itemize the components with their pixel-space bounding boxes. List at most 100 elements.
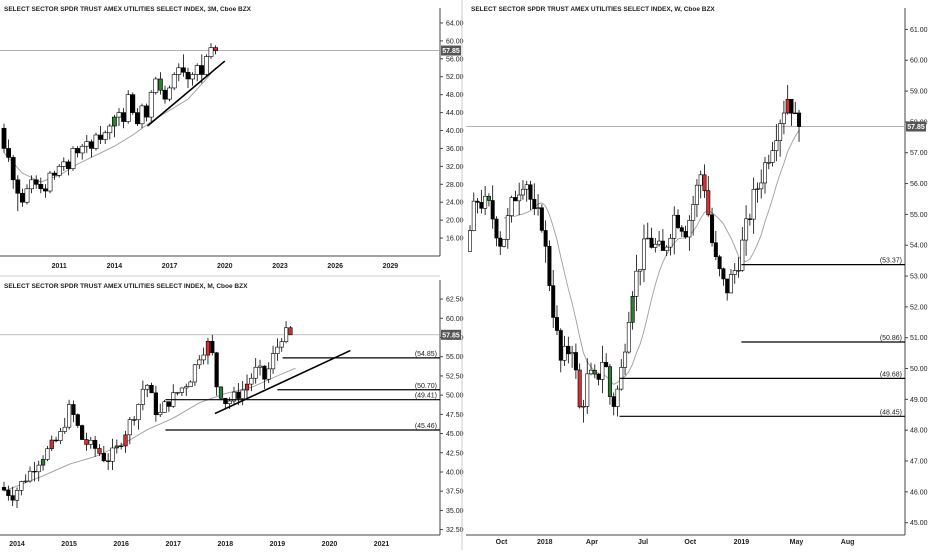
candle-body xyxy=(33,179,39,185)
candle-body xyxy=(766,162,771,164)
candle-body xyxy=(197,359,202,366)
y-tick-label: 52.00 xyxy=(446,74,464,81)
candle-body xyxy=(89,141,94,149)
candle-body xyxy=(88,439,93,445)
candle-body xyxy=(570,352,575,355)
candle-body xyxy=(19,192,25,203)
candle-body xyxy=(214,352,219,388)
candle-body xyxy=(645,237,650,240)
candle-body xyxy=(181,67,186,73)
y-tick-label: 35.00 xyxy=(446,508,464,515)
candle-body xyxy=(218,386,224,399)
candle-body xyxy=(240,389,245,399)
candle-body xyxy=(517,194,522,202)
y-tick-label: 53.00 xyxy=(910,274,928,281)
candle-body xyxy=(664,246,669,251)
candle-body xyxy=(61,161,67,167)
candle-body xyxy=(615,388,620,407)
panel-weekly-title: SELECT SECTOR SPDR TRUST AMEX UTILITIES … xyxy=(471,6,715,13)
candle-body xyxy=(577,369,582,408)
support-level-label: (50.70) xyxy=(415,383,437,390)
candle-body xyxy=(121,112,126,122)
candle-body xyxy=(227,400,232,404)
y-tick-label: 52.00 xyxy=(910,304,928,311)
candle-body xyxy=(539,207,544,231)
candle-body xyxy=(70,148,76,169)
candle-body xyxy=(119,445,124,447)
y-tick-label: 62.50 xyxy=(446,297,464,304)
candle-body xyxy=(106,460,111,462)
last-price-tag xyxy=(441,329,461,340)
candle-body xyxy=(486,195,491,201)
x-tick-label: Jul xyxy=(638,539,648,546)
candle-body xyxy=(770,150,775,163)
y-tick-label: 55.00 xyxy=(446,354,464,361)
x-tick-label: 2021 xyxy=(374,541,390,548)
y-tick-label: 36.00 xyxy=(446,146,464,153)
candle-body xyxy=(40,459,46,466)
candle-body xyxy=(581,406,586,408)
candle-body xyxy=(132,419,137,421)
y-tick-label: 60.00 xyxy=(446,316,464,323)
x-tick-label: 2017 xyxy=(165,541,181,548)
candle-body xyxy=(101,453,106,462)
moving-average-line xyxy=(3,367,296,492)
candle-body xyxy=(520,188,525,196)
candle-body xyxy=(543,230,548,247)
candle-body xyxy=(49,439,54,450)
candle-body xyxy=(634,270,639,297)
moving-average-line xyxy=(503,130,800,385)
candle-body xyxy=(179,387,185,393)
candle-body xyxy=(630,296,635,323)
candle-body xyxy=(509,197,514,216)
last-price-tag-label: 57.85 xyxy=(442,48,460,55)
candle-body xyxy=(736,270,741,272)
panel-3m: 64.00 60.00 56.00 52.00 48.00 44.00 40.00 36.00… xyxy=(0,8,464,270)
candle-body xyxy=(140,388,145,405)
y-tick-label: 52.50 xyxy=(446,373,464,380)
y-tick-label: 64.00 xyxy=(446,20,464,27)
candle-body xyxy=(257,365,263,368)
y-tick-label: 44.00 xyxy=(446,110,464,117)
candle-body xyxy=(611,396,616,407)
candle-body xyxy=(283,327,289,343)
x-tick-label: 2019 xyxy=(734,539,750,546)
support-level-label: (49.41) xyxy=(415,393,437,400)
candle-body xyxy=(144,105,149,118)
candle-body xyxy=(490,200,495,220)
candle-body xyxy=(98,134,103,140)
candle-body xyxy=(502,239,507,247)
candle-body xyxy=(175,392,180,394)
candle-body xyxy=(223,398,228,404)
candle-body xyxy=(660,240,665,251)
candle-body xyxy=(23,480,28,483)
candle-body xyxy=(205,340,211,356)
trendline xyxy=(147,60,226,127)
candle-body xyxy=(668,238,673,248)
candle-body xyxy=(201,354,206,361)
candle-body xyxy=(149,384,154,394)
candle-body xyxy=(494,218,499,239)
candle-body xyxy=(483,195,488,209)
candle-body xyxy=(93,439,98,449)
candle-body xyxy=(702,174,707,191)
y-tick-label: 48.00 xyxy=(910,428,928,435)
candle-body xyxy=(687,220,692,238)
y-tick-label: 48.00 xyxy=(446,92,464,99)
y-tick-label: 57.00 xyxy=(910,150,928,157)
candle-body xyxy=(1,487,7,491)
y-tick-label: 37.50 xyxy=(446,489,464,496)
candle-body xyxy=(93,134,99,149)
candle-body xyxy=(592,369,597,375)
candle-body xyxy=(275,346,280,354)
candle-body xyxy=(116,112,122,118)
y-tick-label: 47.00 xyxy=(910,459,928,466)
candle-body xyxy=(266,368,271,380)
candle-body xyxy=(136,404,141,421)
candle-body xyxy=(467,230,472,252)
y-tick-label: 56.00 xyxy=(910,181,928,188)
candle-body xyxy=(657,240,662,245)
y-tick-label: 51.00 xyxy=(910,335,928,342)
candle-body xyxy=(79,145,85,154)
y-tick-label: 40.00 xyxy=(446,469,464,476)
